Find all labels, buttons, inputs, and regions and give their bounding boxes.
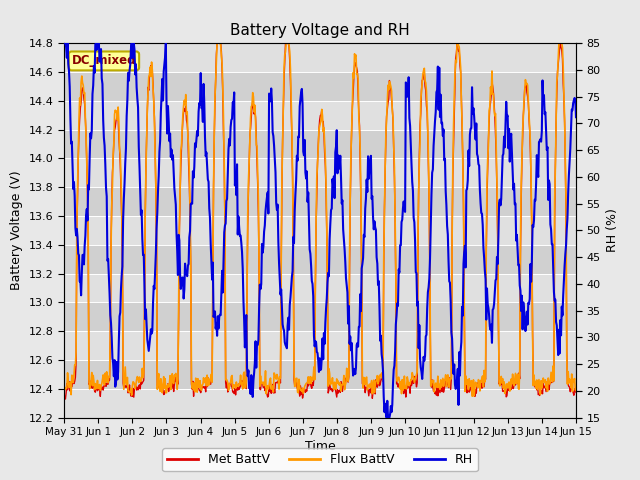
Bar xyxy=(64,130,576,158)
Y-axis label: Battery Voltage (V): Battery Voltage (V) xyxy=(10,170,23,290)
Text: DC_mixed: DC_mixed xyxy=(72,54,136,67)
Bar xyxy=(64,360,576,389)
Legend: Met BattV, Flux BattV, RH: Met BattV, Flux BattV, RH xyxy=(162,448,478,471)
Bar xyxy=(64,187,576,216)
Bar xyxy=(64,331,576,360)
X-axis label: Time: Time xyxy=(305,440,335,453)
Bar xyxy=(64,158,576,187)
Bar xyxy=(64,274,576,302)
Title: Battery Voltage and RH: Battery Voltage and RH xyxy=(230,23,410,38)
Bar xyxy=(64,302,576,331)
Bar xyxy=(64,245,576,274)
Bar xyxy=(64,72,576,101)
Y-axis label: RH (%): RH (%) xyxy=(606,208,619,252)
Bar xyxy=(64,43,576,72)
Bar xyxy=(64,101,576,130)
Bar xyxy=(64,216,576,245)
Bar xyxy=(64,389,576,418)
